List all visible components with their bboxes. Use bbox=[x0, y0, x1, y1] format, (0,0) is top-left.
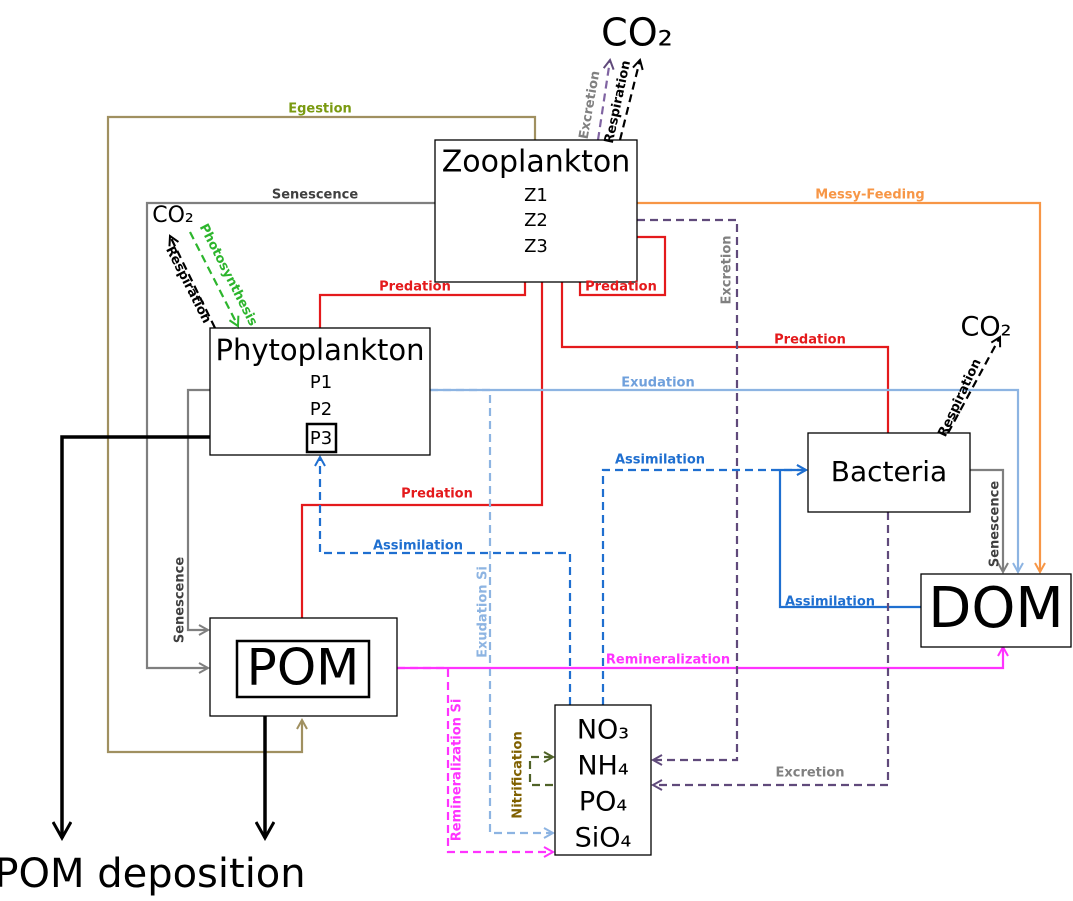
node-item: P2 bbox=[310, 399, 332, 420]
node-label: Phytoplankton bbox=[215, 333, 424, 367]
flow-label: Respiration bbox=[162, 244, 214, 326]
co2-label: CO₂ bbox=[152, 203, 194, 228]
flow-label: Predation bbox=[585, 280, 657, 295]
p3-box bbox=[305, 422, 338, 454]
flow-label: Senescence bbox=[988, 481, 1003, 567]
node-label: DOM bbox=[928, 576, 1064, 641]
flows bbox=[62, 60, 1040, 852]
co2-label: CO₂ bbox=[961, 312, 1012, 343]
flow-label: Exudation bbox=[621, 376, 694, 391]
flow-label: Senescence bbox=[173, 557, 188, 643]
pom-inner-box bbox=[235, 639, 371, 699]
node-item: Z3 bbox=[524, 236, 548, 257]
node-item: P3 bbox=[310, 428, 332, 449]
flow-label: Predation bbox=[379, 280, 451, 295]
flow-label: Excretion bbox=[577, 70, 604, 141]
node-label: POM bbox=[247, 639, 360, 697]
flow-label: Exudation Si bbox=[476, 566, 491, 658]
node-item: PO₄ bbox=[579, 787, 627, 818]
flow-label: Egestion bbox=[288, 102, 352, 117]
node-item: SiO₄ bbox=[575, 823, 632, 854]
node-label: Bacteria bbox=[831, 455, 947, 488]
node-label: Zooplankton bbox=[442, 145, 631, 180]
flow-label: Excretion bbox=[720, 235, 735, 304]
node-item: NO₃ bbox=[577, 715, 629, 746]
zooplankton-box bbox=[434, 139, 638, 283]
node-item: Z1 bbox=[524, 185, 548, 206]
flow-label: Predation bbox=[774, 333, 846, 348]
deposition-label: POM deposition bbox=[0, 851, 306, 897]
flow-label: Messy-Feeding bbox=[815, 188, 924, 203]
dom-box bbox=[920, 573, 1072, 648]
node-item: Z2 bbox=[524, 210, 548, 231]
flow-label: Assimilation bbox=[373, 539, 463, 554]
flow-label: Respiration bbox=[935, 357, 984, 440]
flow-label: Assimilation bbox=[615, 453, 705, 468]
flow-label: Senescence bbox=[272, 188, 358, 203]
flow-label: Excretion bbox=[775, 766, 844, 781]
node-item: P1 bbox=[310, 372, 332, 393]
flow-label: Remineralization Si bbox=[450, 699, 465, 842]
node-item: NH₄ bbox=[577, 751, 628, 782]
flow-label: Nitrification bbox=[511, 731, 526, 818]
bacteria-box bbox=[807, 432, 971, 513]
co2-label: CO₂ bbox=[601, 11, 673, 55]
nutrients-box bbox=[554, 704, 652, 856]
flow-label: Predation bbox=[401, 487, 473, 502]
flow-label: Remineralization bbox=[606, 653, 730, 668]
flow-label: Assimilation bbox=[785, 595, 875, 610]
